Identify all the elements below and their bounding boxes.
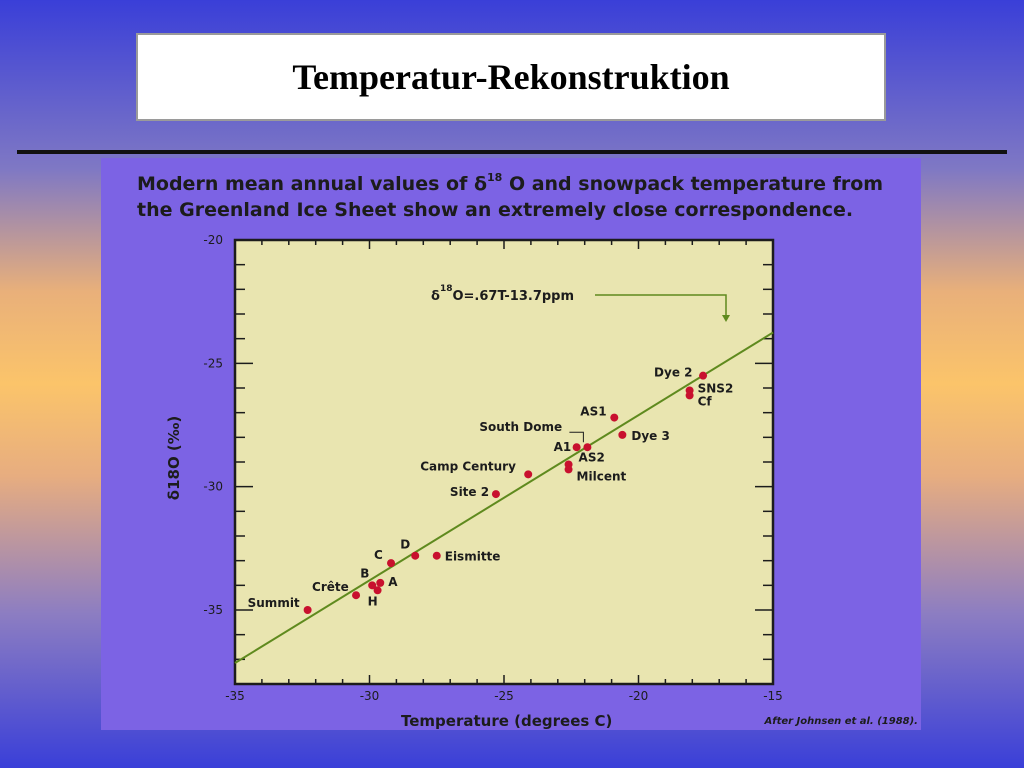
plot-area — [233, 238, 775, 686]
data-point — [432, 551, 441, 560]
regression-equation: δ18O=.67T-13.7ppm — [431, 284, 574, 304]
regression-arrow — [595, 294, 727, 318]
point-label: AS1 — [580, 405, 606, 419]
data-point — [524, 470, 533, 479]
point-label: C — [374, 548, 383, 562]
point-label: H — [368, 594, 378, 608]
x-tick-label: -30 — [360, 689, 380, 703]
data-point — [373, 586, 382, 595]
data-point — [303, 606, 312, 614]
axis-ticks: -35 -30 -25 -20 -15 -20 -25 -30 -35 — [203, 233, 782, 703]
chart-slide: Modern mean annual values of δ18 O and s… — [101, 158, 921, 730]
y-tick-label: -30 — [203, 480, 223, 494]
point-label: Site 2 — [450, 485, 489, 499]
data-point — [572, 443, 581, 452]
y-tick-label: -35 — [203, 603, 223, 617]
point-label: Dye 2 — [654, 366, 692, 380]
x-tick-label: -35 — [225, 689, 245, 703]
point-label: Milcent — [577, 469, 627, 483]
source-credit: After Johnsen et al. (1988). — [763, 716, 918, 727]
regression: δ18O=.67T-13.7ppm — [234, 284, 774, 664]
point-label: Dye 3 — [631, 429, 669, 443]
point-label: Summit — [248, 596, 300, 610]
data-point — [699, 371, 708, 380]
x-axis-label: Temperature (degrees C) — [401, 712, 612, 730]
caption-line-2: the Greenland Ice Sheet show an extremel… — [137, 199, 853, 221]
data-point — [583, 443, 592, 452]
data-point — [564, 465, 573, 474]
point-label: South Dome — [479, 420, 562, 434]
data-point — [491, 490, 500, 499]
page-title: Temperatur-Rekonstruktion — [292, 57, 730, 97]
x-tick-label: -20 — [629, 689, 649, 703]
point-label: AS2 — [579, 450, 605, 464]
point-label: B — [360, 566, 369, 580]
point-label: SNS2 — [698, 381, 734, 395]
y-tick-label: -25 — [203, 356, 223, 370]
point-label: Cf — [698, 394, 713, 408]
point-label: A1 — [554, 440, 572, 454]
point-label: A — [388, 575, 398, 589]
x-tick-label: -15 — [763, 689, 783, 703]
caption-line-1: Modern mean annual values of δ18 O and s… — [137, 171, 883, 195]
chart-svg: Modern mean annual values of δ18 O and s… — [137, 171, 918, 730]
data-point — [368, 581, 377, 590]
chart-caption: Modern mean annual values of δ18 O and s… — [137, 171, 883, 221]
point-label: Eismitte — [445, 550, 501, 564]
y-axis-label: δ18O (‰) — [165, 416, 183, 500]
x-tick-label: -25 — [494, 689, 514, 703]
data-point — [352, 591, 361, 600]
point-label: Camp Century — [420, 459, 516, 473]
data-point — [685, 391, 694, 400]
point-label: Crête — [312, 580, 349, 594]
data-point — [411, 551, 420, 560]
data-point — [610, 413, 619, 422]
regression-line — [234, 331, 774, 664]
title-box: Temperatur-Rekonstruktion — [136, 33, 886, 121]
data-point — [618, 430, 627, 439]
title-divider — [17, 150, 1007, 154]
point-label: D — [400, 538, 410, 552]
data-point — [387, 559, 396, 568]
regression-arrowhead — [722, 315, 730, 322]
south-dome-leader — [569, 431, 584, 443]
data-point — [376, 578, 385, 587]
y-tick-label: -20 — [203, 233, 223, 247]
